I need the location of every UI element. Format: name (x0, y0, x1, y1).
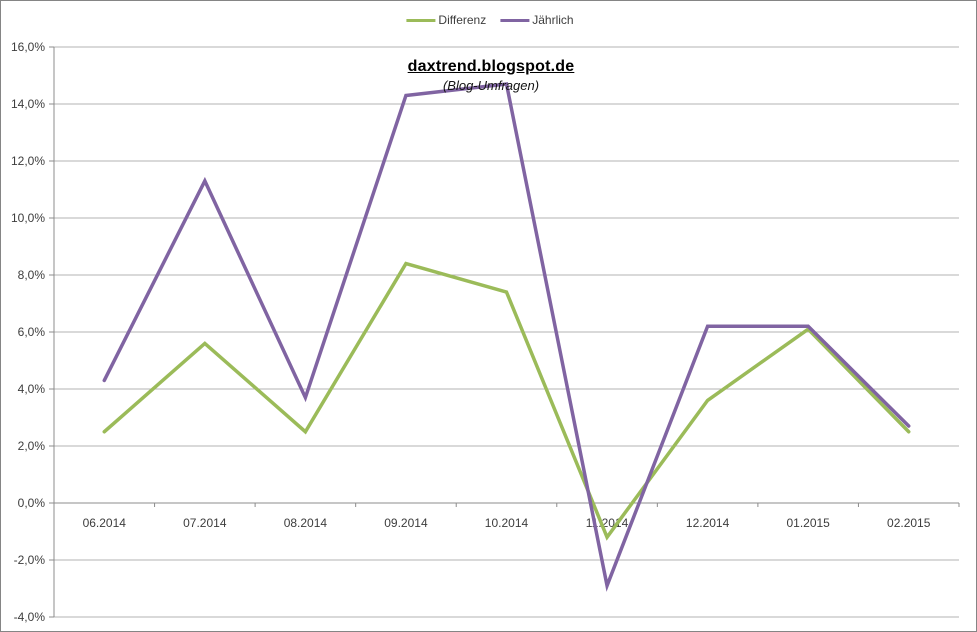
legend: Differenz Jährlich (406, 13, 574, 27)
y-axis-label: 16,0% (11, 40, 45, 54)
x-axis-label: 06.2014 (83, 516, 127, 530)
y-axis-label: -2,0% (14, 553, 46, 567)
y-axis-label: 8,0% (18, 268, 46, 282)
legend-label-differenz: Differenz (438, 13, 487, 27)
series-line-differenz[interactable] (102, 261, 911, 541)
legend-label-jaehrlich: Jährlich (532, 13, 574, 27)
chart-title-block: daxtrend.blogspot.de (Blog-Umfragen) (408, 58, 575, 93)
x-axis-label: 10.2014 (485, 516, 529, 530)
y-axis-label: 14,0% (11, 97, 45, 111)
chart-title: daxtrend.blogspot.de (407, 58, 575, 75)
y-axis-label: 4,0% (18, 382, 46, 396)
x-axis-label: 01.2015 (786, 516, 830, 530)
legend-swatch-jaehrlich-icon (500, 18, 530, 22)
x-axis-label: 09.2014 (384, 516, 428, 530)
y-axis-label: 0,0% (18, 496, 46, 510)
x-axis-label: 02.2015 (887, 516, 931, 530)
legend-item-jaehrlich[interactable]: Jährlich (500, 13, 574, 27)
y-axis-label: 10,0% (11, 211, 45, 225)
series-line-jhrlich[interactable] (102, 82, 911, 592)
y-axis-label: 2,0% (18, 439, 46, 453)
x-axis-label: 08.2014 (284, 516, 328, 530)
x-axis-label: 12.2014 (686, 516, 730, 530)
chart-subtitle: (Blog-Umfragen) (442, 78, 540, 93)
x-axis-label: 07.2014 (183, 516, 227, 530)
y-axis-label: 12,0% (11, 154, 45, 168)
legend-item-differenz[interactable]: Differenz (406, 13, 486, 27)
y-axis-label: 6,0% (18, 325, 46, 339)
y-axis-label: -4,0% (14, 610, 46, 624)
legend-swatch-differenz-icon (406, 18, 436, 22)
